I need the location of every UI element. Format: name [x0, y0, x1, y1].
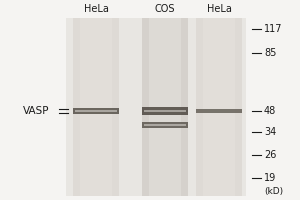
Text: HeLa: HeLa — [84, 4, 108, 14]
Text: HeLa: HeLa — [207, 4, 231, 14]
Bar — [80, 18, 112, 196]
Bar — [73, 18, 119, 196]
Bar — [144, 110, 186, 112]
Text: COS: COS — [155, 4, 175, 14]
Text: 117: 117 — [264, 24, 283, 34]
Bar — [196, 18, 242, 196]
Text: 19: 19 — [264, 173, 276, 183]
Text: (kD): (kD) — [264, 187, 283, 196]
Bar — [142, 122, 188, 128]
Bar — [142, 107, 188, 115]
Text: 34: 34 — [264, 127, 276, 137]
Bar — [142, 18, 188, 196]
Text: 26: 26 — [264, 150, 276, 160]
Bar — [196, 109, 242, 113]
Bar — [73, 108, 119, 114]
Text: 85: 85 — [264, 48, 276, 58]
Bar — [144, 124, 186, 126]
Bar — [149, 18, 181, 196]
Bar — [203, 18, 235, 196]
Bar — [66, 18, 246, 196]
Text: 48: 48 — [264, 106, 276, 116]
Bar — [75, 110, 117, 112]
Text: VASP: VASP — [23, 106, 50, 116]
